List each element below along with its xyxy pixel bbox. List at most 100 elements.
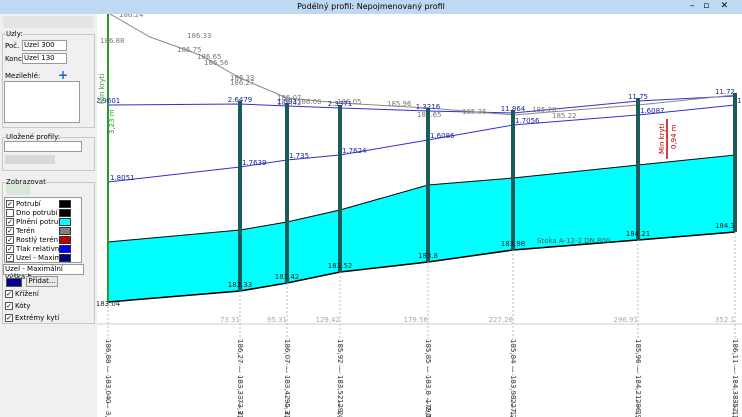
dropdown[interactable]: Uzel - Maximální výška h xyxy=(3,264,84,281)
checkbox[interactable]: ✓ xyxy=(6,218,14,226)
axis-station: 227.26 xyxy=(489,316,514,324)
node-summary: 186,07 — 183,42 — 2,65 xyxy=(283,339,291,417)
checkbox[interactable]: ✓ xyxy=(6,245,14,253)
lower-label: 1.8051 xyxy=(110,174,135,182)
checkbox[interactable]: ✓ xyxy=(5,314,13,322)
title-bar: Podélný profil: Nepojmenovaný profil – ▫… xyxy=(0,0,742,14)
layer-color xyxy=(59,218,71,226)
invert-label: 183.04 xyxy=(97,300,121,308)
upper-label: 2.3371 xyxy=(328,100,353,108)
checkbox[interactable]: ✓ xyxy=(6,254,14,262)
layer-name: Rostlý terén xyxy=(16,236,59,244)
group-label: Uzly: xyxy=(6,30,23,38)
terrain-label: 186.06 xyxy=(297,98,322,106)
node-post xyxy=(511,110,515,250)
upper-label: 1.593 xyxy=(277,98,297,106)
color-swatch[interactable] xyxy=(6,278,22,287)
lower-label: 1.6087 xyxy=(640,107,665,115)
node-station: 95,31 xyxy=(283,399,291,417)
upper-label: 1.3216 xyxy=(416,103,441,111)
layer-name: Potrubí xyxy=(16,200,41,208)
node-post xyxy=(285,103,289,283)
layer-list[interactable]: ✓ Potrubí Dno potrubí ✓ Plnění potrubí ✓ Terén… xyxy=(4,197,82,263)
axis-station: 129.42 xyxy=(316,316,341,324)
add-button[interactable]: + xyxy=(58,68,69,82)
terrain-label: 186.24 xyxy=(119,14,144,19)
min-cover-value: 0,94 m xyxy=(670,124,678,149)
checkbox[interactable] xyxy=(6,209,14,217)
node-post xyxy=(733,93,737,232)
saved-toolbar[interactable] xyxy=(5,155,55,164)
option-label: Kóty xyxy=(15,302,31,310)
node-summary: 185,84 — 183,98 — 1,86 xyxy=(509,339,517,417)
invert-label: 184.3 xyxy=(715,222,735,230)
upper-label: 2.9601 xyxy=(97,97,120,105)
pipe-label: Stoka A-12-2 DN 800 xyxy=(537,237,610,245)
terrain-label: 186.33 xyxy=(230,74,255,82)
layer-color xyxy=(59,209,71,217)
terrain-label: 186.56 xyxy=(204,59,229,67)
group-label: Uložené profily: xyxy=(6,133,61,141)
checkbox[interactable]: ✓ xyxy=(6,236,14,244)
node-post xyxy=(636,98,640,240)
min-cover: Min krytí xyxy=(658,123,666,154)
axis-station: 73.31 xyxy=(220,316,240,324)
node-summary: 185,92 — 183,52 — 2,4 xyxy=(336,339,344,417)
node-post xyxy=(426,108,430,262)
upper-label: 2.6479 xyxy=(228,96,253,104)
invert-label: 184.21 xyxy=(626,230,651,238)
node-station: 0 xyxy=(104,399,112,403)
lower-label: 1.6086 xyxy=(430,132,455,140)
node-station: 179,56 xyxy=(424,399,432,417)
node-summary: 185,96 — 184,21 — 1,75 xyxy=(634,339,642,417)
layer-color xyxy=(59,254,71,262)
display-tools[interactable] xyxy=(6,184,30,195)
group-label: Zobrazovat xyxy=(6,178,46,186)
terrain-label: 186.33 xyxy=(187,32,212,40)
checkbox[interactable]: ✓ xyxy=(5,302,13,310)
terrain-label: 186.75 xyxy=(177,46,202,54)
saved-combo[interactable] xyxy=(4,141,82,152)
invert-label: 183.52 xyxy=(328,262,353,270)
intermediate-list[interactable] xyxy=(4,81,80,123)
terrain-label: 186.05 xyxy=(337,98,362,106)
node-station: 129,42 xyxy=(336,399,344,417)
add-color[interactable]: Přidat... xyxy=(26,276,58,287)
toolbar[interactable] xyxy=(3,16,93,28)
node-station: 296,91 xyxy=(634,399,642,417)
terrain-label: 185.28 xyxy=(532,106,557,114)
node-post xyxy=(338,105,342,272)
window-title: Podélný profil: Nepojmenovaný profil xyxy=(297,2,445,11)
window-controls[interactable]: – ▫ ✕ xyxy=(690,1,729,11)
layer-color xyxy=(59,227,71,235)
layer-name: Tlak relativní xyxy=(16,245,62,253)
terrain-label: 185.96 xyxy=(387,100,412,108)
checkbox[interactable]: ✓ xyxy=(6,227,14,235)
terrain-label: 186.07 xyxy=(277,94,302,102)
label: Poč. xyxy=(5,42,20,50)
end-node[interactable]: Uzel 130 xyxy=(22,53,67,64)
top-label: 186.88 xyxy=(100,37,125,45)
terrain-label: 185.42 xyxy=(277,99,302,107)
min-cover-value: 3,23 m xyxy=(108,109,116,134)
lower-label: 1.529 xyxy=(737,97,742,105)
pipe-invert xyxy=(107,231,736,303)
node-post xyxy=(238,101,242,291)
layer-name: Terén xyxy=(16,227,35,235)
upper-label: 11.75 xyxy=(628,93,648,101)
node-summary: 185,85 — 183,8 — 2,05 xyxy=(424,339,432,417)
left-panel: Uzly: Poč. Uzel 300 Konc. Uzel 130 Mezil… xyxy=(0,14,97,417)
node-station: 73,31 xyxy=(236,399,244,417)
display-group xyxy=(2,182,95,324)
option-label: Křížení xyxy=(15,290,39,298)
checkbox[interactable]: ✓ xyxy=(5,290,13,298)
checkbox[interactable]: ✓ xyxy=(6,200,14,208)
layer-color xyxy=(59,245,71,253)
start-node[interactable]: Uzel 300 xyxy=(22,40,67,51)
layer-name: Uzel - Maximál. xyxy=(16,254,70,262)
profile-canvas: 186.24186.33186.75186.65186.56186.33186.… xyxy=(97,14,742,417)
pressure-line xyxy=(107,95,736,114)
invert-label: 183.98 xyxy=(501,240,526,248)
terrain-label: 185.36 xyxy=(462,108,487,116)
node-summary: 186,88 — 183,04 — 3,84 xyxy=(104,339,112,417)
